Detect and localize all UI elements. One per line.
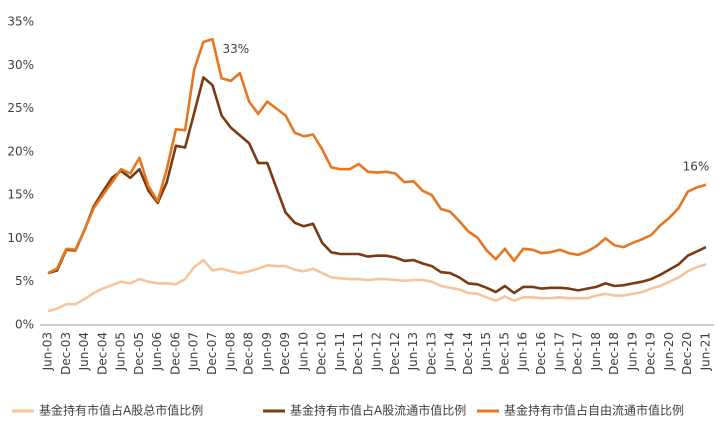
x-tick-label: Jun-08: [223, 332, 237, 371]
x-tick-label: Jun-14: [443, 332, 457, 371]
x-tick-label: Jun-03: [41, 332, 55, 371]
x-tick-label: Jun-06: [150, 332, 164, 371]
x-tick-label: Jun-16: [516, 332, 530, 371]
x-tick-label: Dec-16: [534, 332, 548, 375]
x-tick-label: Dec-20: [680, 332, 694, 375]
x-tick-label: Jun-07: [187, 332, 201, 371]
legend-label: 基金持有市值占自由流通市值比例: [504, 403, 684, 418]
x-tick-label: Dec-12: [388, 332, 402, 375]
x-tick-label: Dec-05: [132, 332, 146, 375]
x-tick-label: Jun-18: [589, 332, 603, 371]
legend-label: 基金持有市值占A股流通市值比例: [290, 403, 466, 418]
y-tick-label: 20%: [7, 144, 34, 158]
x-tick-label: Jun-11: [333, 332, 347, 371]
x-tick-label: Dec-13: [424, 332, 438, 375]
y-tick-label: 25%: [7, 101, 34, 115]
x-tick-label: Jun-04: [77, 332, 91, 371]
y-tick-label: 5%: [15, 274, 34, 288]
x-tick-label: Jun-09: [260, 332, 274, 371]
x-tick-label: Dec-17: [571, 332, 585, 375]
annotation: 16%: [683, 159, 710, 173]
x-tick-label: Jun-13: [406, 332, 420, 371]
y-tick-label: 15%: [7, 188, 34, 202]
x-tick-label: Dec-15: [497, 332, 511, 375]
x-tick-label: Jun-15: [479, 332, 493, 371]
x-tick-label: Jun-17: [552, 332, 566, 371]
x-tick-label: Dec-04: [95, 332, 109, 375]
x-tick-label: Dec-18: [607, 332, 621, 375]
x-tick-label: Dec-10: [315, 332, 329, 375]
x-tick-label: Jun-05: [114, 332, 128, 371]
x-tick-label: Dec-19: [644, 332, 658, 375]
y-tick-label: 10%: [7, 231, 34, 245]
x-tick-label: Dec-06: [168, 332, 182, 375]
x-tick-label: Dec-11: [351, 332, 365, 375]
series-line: [47, 37, 707, 275]
x-tick-label: Jun-20: [662, 332, 676, 371]
x-tick-label: Dec-08: [242, 332, 256, 375]
x-tick-label: Jun-19: [625, 332, 639, 371]
y-tick-label: 0%: [15, 318, 34, 332]
legend-label: 基金持有市值占A股总市值比例: [39, 403, 203, 418]
x-tick-label: Jun-21: [699, 332, 713, 371]
x-tick-label: Jun-12: [370, 332, 384, 371]
x-tick-label: Jun-10: [296, 332, 310, 371]
x-tick-label: Dec-14: [461, 332, 475, 375]
y-tick-label: 30%: [7, 58, 34, 72]
x-tick-label: Dec-03: [59, 332, 73, 375]
series-line: [47, 258, 707, 313]
x-tick-label: Dec-09: [278, 332, 292, 375]
x-tick-label: Dec-07: [205, 332, 219, 375]
annotation: 33%: [223, 42, 250, 56]
y-tick-label: 35%: [7, 15, 34, 29]
series-line: [47, 76, 707, 295]
